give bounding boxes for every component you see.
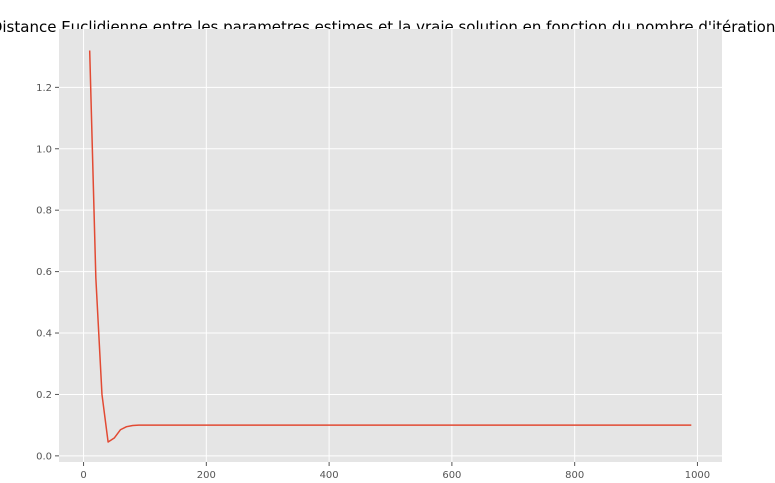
- x-tick-label: 600: [442, 470, 461, 481]
- x-tick-label: 0: [80, 470, 86, 481]
- y-tick-label: 0.4: [36, 329, 52, 340]
- y-tick-label: 0.6: [36, 267, 52, 278]
- x-tick-label: 1000: [685, 470, 710, 481]
- y-tick-label: 0.8: [36, 206, 52, 217]
- plot-area: [59, 29, 722, 462]
- grid: [59, 29, 722, 462]
- x-tick-label: 200: [197, 470, 216, 481]
- y-tick-label: 0.2: [36, 390, 52, 401]
- x-tick-label: 800: [565, 470, 584, 481]
- y-tick-label: 1.0: [36, 144, 52, 155]
- y-tick-label: 0.0: [36, 451, 52, 462]
- y-tick-label: 1.2: [36, 83, 52, 94]
- axis-ticks: 0 200 400 600 800 1000 0.0 0.2 0.4 0.6 0.8 1.0 1.2: [36, 83, 710, 481]
- series-layer: [88, 50, 692, 443]
- x-tick-label: 400: [320, 470, 339, 481]
- series-line: [88, 50, 692, 443]
